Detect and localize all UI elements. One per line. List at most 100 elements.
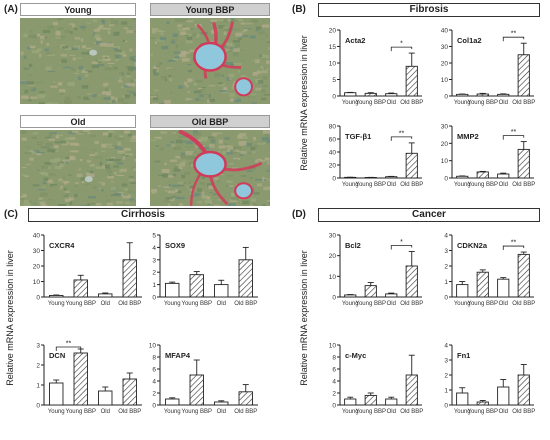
x-tick-label: Old BBP [118,409,141,415]
bar [517,148,530,179]
image-label-old: Old [20,115,136,128]
x-tick-label: Young BBP [356,182,386,188]
bar [385,398,398,406]
bar [98,293,113,298]
y-tick-label: 0 [444,295,448,302]
significance-label: ** [511,129,517,136]
bar [364,285,377,298]
significance-bracket [55,346,82,351]
cirrhosis-header: Cirrhosis [28,208,258,222]
x-tick-label: Young [454,182,471,188]
tissue-texture [20,18,136,104]
x-tick-label: Young [454,301,471,307]
y-tick-label: 0 [332,403,336,410]
x-tick-label: Old [101,409,110,415]
bar [517,374,530,406]
bar [385,176,398,179]
x-tick-label: Old [101,301,110,307]
y-tick-label: 6 [152,367,156,374]
y-tick-label: 30 [33,248,41,255]
y-tick-label: 5 [152,233,156,240]
y-tick-label: 2 [444,264,448,271]
significance-bracket [502,135,525,140]
significance-label: ** [511,240,517,247]
histology-image-young [20,18,136,104]
y-tick-label: 5 [332,77,336,84]
bar [456,392,469,406]
x-tick-label: Old BBP [400,301,423,307]
x-tick-label: Young BBP [66,409,96,415]
histology-image-old-bbp [150,130,270,206]
bar [517,54,530,97]
y-tick-label: 3 [444,358,448,365]
y-tick-label: 4 [332,379,336,386]
y-tick-label: 0 [444,94,448,101]
x-tick-label: Young BBP [182,409,212,415]
significance-bracket [502,36,525,42]
y-axis-title: Relative mRNA expression in liver [299,250,309,386]
y-tick-label: 1 [444,279,448,286]
gene-title: MFAP4 [165,351,191,360]
y-tick-label: 2 [36,363,40,370]
y-tick-label: 6 [332,367,336,374]
gene-title: DCN [49,351,65,360]
gene-title: MMP2 [457,132,479,141]
gene-title: Col1a2 [457,36,482,45]
bar [344,398,357,406]
x-tick-label: Young [164,409,181,415]
bar [497,278,510,298]
x-tick-label: Old BBP [512,409,535,415]
bar [189,274,204,298]
x-tick-label: Young [342,182,359,188]
x-tick-label: Old [387,301,396,307]
y-tick-label: 3 [152,257,156,264]
bar [385,93,398,97]
x-tick-label: Young [454,409,471,415]
bar [165,398,180,406]
y-tick-label: 10 [329,274,337,281]
bar [238,391,253,406]
y-tick-label: 20 [441,61,449,68]
bar [385,293,398,298]
x-tick-label: Young [342,409,359,415]
significance-bracket [390,245,413,250]
panel-b-letter: (B) [292,4,306,15]
y-tick-label: 20 [33,264,41,271]
panel-c-letter: (C) [4,209,18,220]
y-tick-label: 30 [441,124,449,131]
x-tick-label: Old BBP [512,182,535,188]
bar [456,93,469,97]
y-tick-label: 30 [329,233,337,240]
bar [517,253,530,298]
y-tick-label: 1 [36,383,40,390]
y-tick-label: 0 [36,403,40,410]
x-tick-label: Young [342,301,359,307]
x-tick-label: Young BBP [356,100,386,106]
x-tick-label: Old BBP [118,301,141,307]
x-tick-label: Young BBP [66,301,96,307]
x-tick-label: Old BBP [512,301,535,307]
y-tick-label: 0 [36,295,40,302]
histology-image-young-bbp [150,18,270,104]
bar [476,271,489,298]
bar [344,294,357,298]
x-tick-label: Old BBP [234,301,257,307]
x-tick-label: Old [387,182,396,188]
bar [49,295,64,298]
gene-title: Acta2 [345,36,365,45]
image-label-old-bbp: Old BBP [150,115,270,128]
y-tick-label: 0 [152,403,156,410]
gene-title: CDKN2a [457,241,488,250]
x-tick-label: Young BBP [468,409,498,415]
y-tick-label: 4 [152,379,156,386]
x-tick-label: Young [342,100,359,106]
y-tick-label: 10 [149,343,157,350]
y-tick-label: 8 [332,355,336,362]
y-tick-label: 1 [152,282,156,289]
fibrosis-header: Fibrosis [318,3,540,17]
bar [497,173,510,179]
y-tick-label: 4 [444,233,448,240]
bar [497,386,510,406]
significance-bracket [502,245,525,251]
